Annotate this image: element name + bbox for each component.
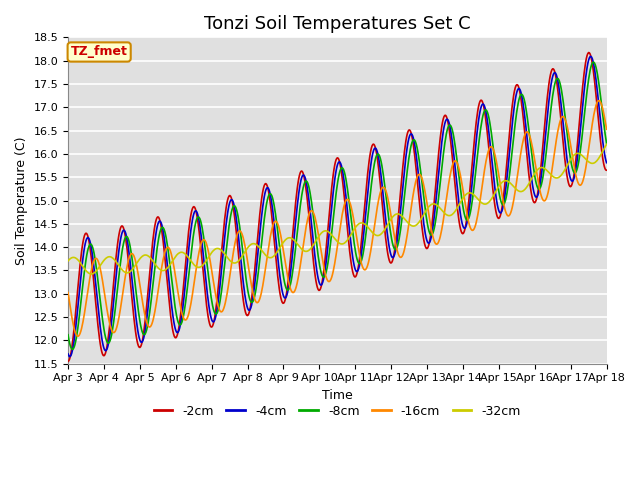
- Y-axis label: Soil Temperature (C): Soil Temperature (C): [15, 136, 28, 265]
- Legend: -2cm, -4cm, -8cm, -16cm, -32cm: -2cm, -4cm, -8cm, -16cm, -32cm: [148, 400, 526, 423]
- Title: Tonzi Soil Temperatures Set C: Tonzi Soil Temperatures Set C: [204, 15, 470, 33]
- Text: TZ_fmet: TZ_fmet: [71, 46, 127, 59]
- X-axis label: Time: Time: [322, 389, 353, 402]
